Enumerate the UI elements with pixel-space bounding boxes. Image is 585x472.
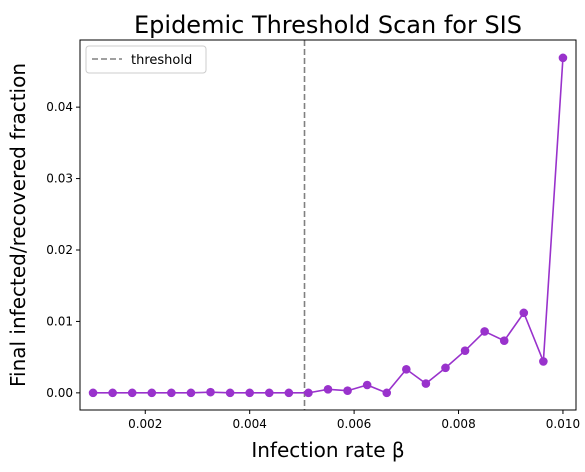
data-point bbox=[382, 388, 392, 398]
data-point bbox=[167, 388, 176, 398]
data-point bbox=[88, 388, 98, 398]
data-point bbox=[323, 384, 333, 394]
x-axis: 0.002 0.004 0.006 0.008 0.010 bbox=[128, 410, 580, 431]
x-tick-label: 0.008 bbox=[441, 417, 475, 431]
x-tick-label: 0.004 bbox=[233, 417, 267, 431]
axes-frame bbox=[79, 39, 577, 411]
data-point bbox=[225, 388, 235, 398]
chart-title: Epidemic Threshold Scan for SIS bbox=[134, 11, 522, 39]
data-point bbox=[127, 388, 137, 398]
data-point bbox=[421, 379, 431, 388]
y-axis-label: Final infected/recovered fraction bbox=[6, 63, 30, 387]
y-tick-label: 0.03 bbox=[46, 172, 73, 186]
data-point bbox=[519, 308, 529, 318]
legend-box bbox=[85, 45, 207, 74]
data-point bbox=[304, 388, 313, 398]
legend-threshold-label: threshold bbox=[131, 53, 192, 68]
legend: threshold bbox=[85, 45, 207, 74]
data-point bbox=[343, 386, 352, 396]
data-point bbox=[186, 388, 196, 398]
data-point bbox=[245, 388, 254, 398]
x-tick-label: 0.006 bbox=[337, 417, 371, 431]
y-axis: 0.00 0.01 0.02 0.03 0.04 bbox=[46, 100, 80, 400]
y-tick-label: 0.01 bbox=[46, 314, 73, 328]
data-point bbox=[284, 388, 294, 398]
x-tick-label: 0.002 bbox=[128, 417, 162, 431]
data-point bbox=[264, 388, 274, 398]
data-point bbox=[539, 357, 548, 366]
data-point bbox=[441, 363, 450, 373]
y-tick-label: 0.04 bbox=[46, 100, 73, 114]
series-line bbox=[93, 57, 564, 394]
x-axis-label: Infection rate β bbox=[251, 438, 404, 462]
data-point bbox=[499, 336, 509, 346]
data-point bbox=[108, 388, 117, 398]
data-point bbox=[362, 380, 372, 390]
data-point bbox=[460, 346, 470, 356]
x-tick-label: 0.010 bbox=[546, 417, 580, 431]
y-tick-label: 0.02 bbox=[46, 243, 73, 257]
data-point bbox=[558, 53, 568, 63]
data-point bbox=[147, 388, 157, 398]
data-point bbox=[480, 327, 489, 336]
data-point bbox=[206, 387, 215, 397]
y-tick-label: 0.00 bbox=[46, 386, 73, 400]
data-point bbox=[402, 364, 411, 374]
plot-area bbox=[88, 40, 568, 410]
